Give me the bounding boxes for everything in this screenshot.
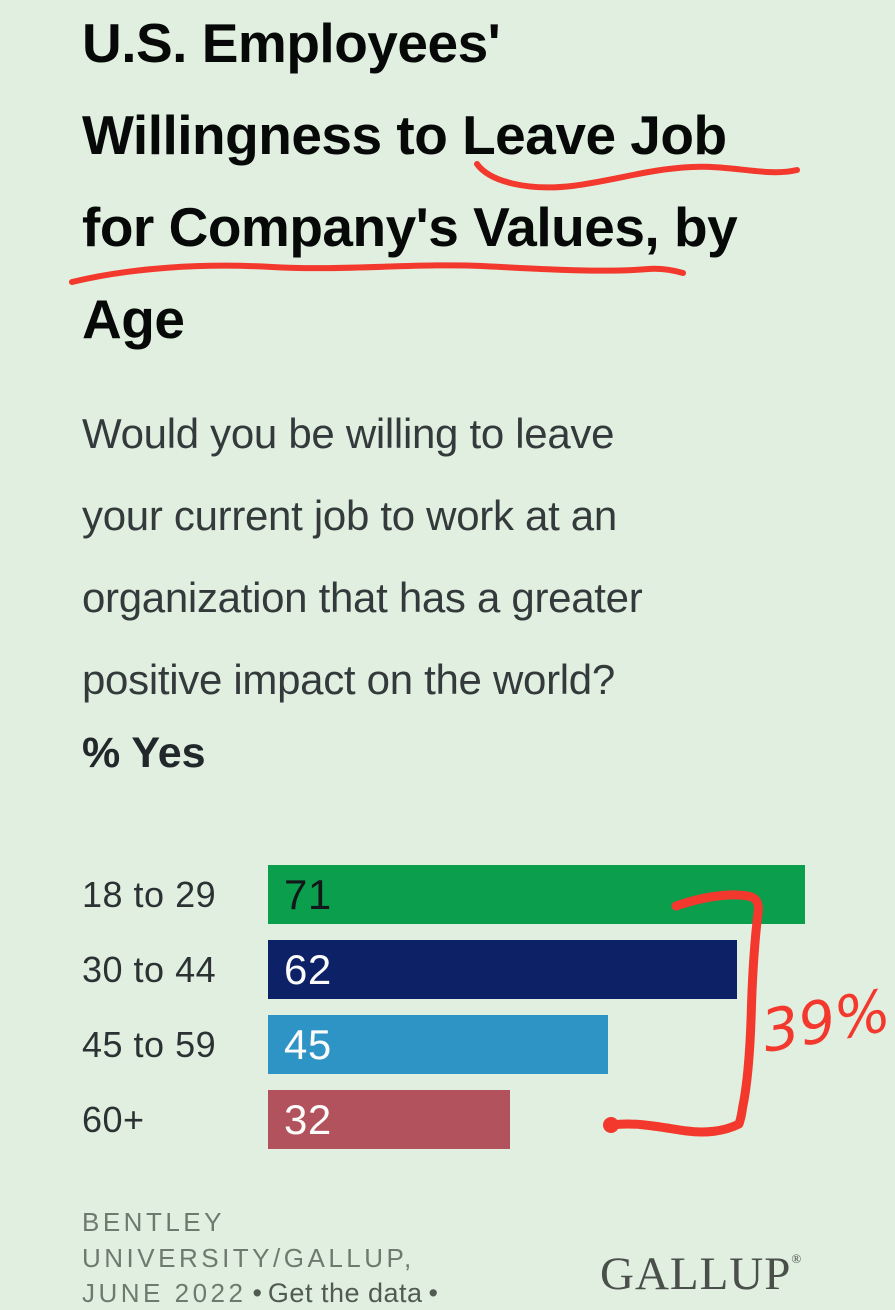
metric-label: % Yes (82, 729, 206, 777)
chart-title-line: U.S. Employees' (82, 12, 501, 74)
source-line: UNIVERSITY/GALLUP, (82, 1242, 415, 1273)
bar-category-label: 18 to 29 (82, 873, 217, 915)
bullet-separator: • (428, 1278, 438, 1308)
gallup-logo: GALLUP® (600, 1247, 801, 1301)
bullet-separator: • (252, 1278, 262, 1308)
bar-value-label: 32 (284, 1095, 332, 1143)
survey-question-line: organization that has a greater (82, 574, 643, 621)
chart-title-line: Age (82, 288, 185, 350)
chart-title-line: for Company's Values, by (82, 196, 738, 258)
source-date: JUNE 2022 (82, 1278, 247, 1308)
bar-category-label: 60+ (82, 1098, 145, 1140)
chart-title: U.S. Employees' Willingness to Leave Job… (82, 0, 842, 365)
bar-value-label: 45 (284, 1020, 332, 1068)
bar-category-label: 30 to 44 (82, 948, 217, 990)
bar-row: 18 to 29 71 (82, 865, 805, 924)
chart-title-line: Willingness to Leave Job (82, 104, 727, 166)
bar-60-plus: 32 (268, 1090, 511, 1149)
bar-track: 32 (268, 1090, 805, 1149)
bar-chart: 18 to 29 71 30 to 44 62 45 to 59 45 (82, 865, 805, 1165)
bar-30-to-44: 62 (268, 940, 737, 999)
survey-question-line: your current job to work at an (82, 492, 617, 539)
bar-value-label: 62 (284, 945, 332, 993)
get-the-data-link[interactable]: Get the data (267, 1278, 423, 1308)
survey-question-line: positive impact on the world? (82, 656, 615, 703)
bar-track: 45 (268, 1015, 805, 1074)
bar-18-to-29: 71 (268, 865, 805, 924)
gallup-logo-text: GALLUP (600, 1248, 792, 1300)
bar-45-to-59: 45 (268, 1015, 609, 1074)
survey-question-line: Would you be willing to leave (82, 410, 615, 457)
registered-mark: ® (791, 1251, 802, 1266)
source-line: JUNE 2022 • Get the data • (82, 1276, 444, 1310)
survey-question: Would you be willing to leave your curre… (82, 393, 842, 721)
bar-row: 45 to 59 45 (82, 1015, 805, 1074)
bar-track: 71 (268, 865, 805, 924)
bar-category-label: 45 to 59 (82, 1023, 217, 1065)
bar-row: 30 to 44 62 (82, 940, 805, 999)
bar-track: 62 (268, 940, 805, 999)
source-attribution: BENTLEY UNIVERSITY/GALLUP, JUNE 2022 • Get… (82, 1205, 444, 1310)
bar-value-label: 71 (284, 870, 332, 918)
bar-row: 60+ 32 (82, 1090, 805, 1149)
source-line: BENTLEY (82, 1207, 225, 1237)
